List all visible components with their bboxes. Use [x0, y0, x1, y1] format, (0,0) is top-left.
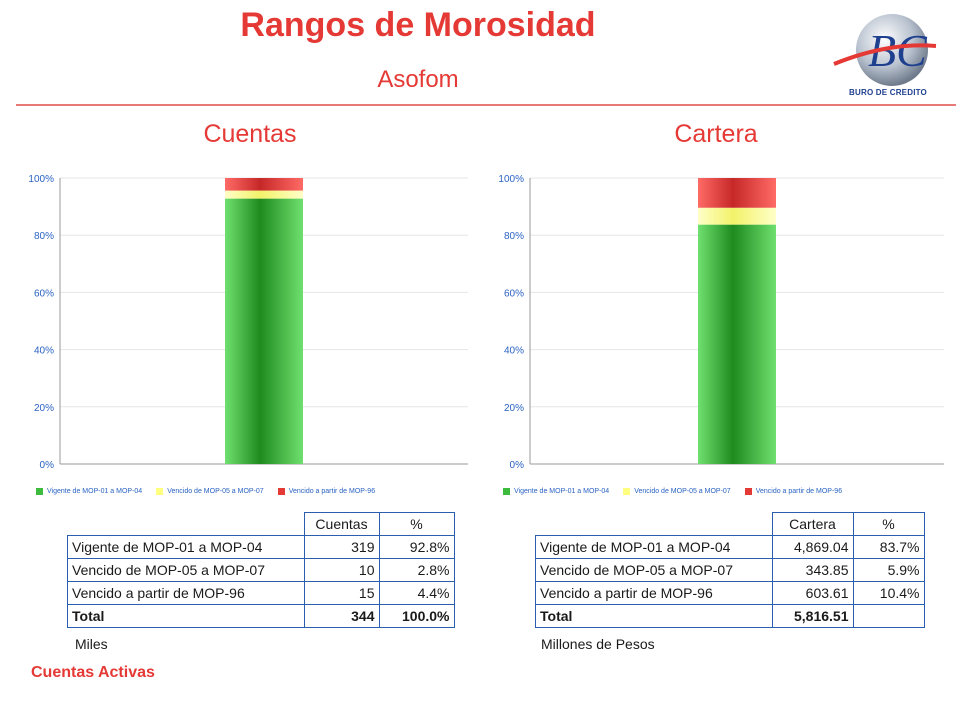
table-header: %: [852, 512, 925, 536]
y-tick-label: 0%: [40, 460, 55, 471]
bar-segment-vencido-05-07: [225, 190, 303, 199]
cartera-chart: 0% 20% 40% 60% 80% 100%: [498, 174, 944, 471]
legend-label-vencido-96: Vencido a partir de MOP-96: [288, 488, 376, 495]
bar-segment-vencido-05-07: [698, 207, 776, 225]
cuentas-legend: Vigente de MOP-01 a MOP-04 Vencido de MO…: [36, 488, 375, 495]
cartera-title: Cartera: [674, 120, 758, 148]
legend-swatch-vencido-96: [277, 488, 285, 495]
legend-swatch-vencido-96: [744, 488, 752, 495]
row-value: 4,869.04: [771, 535, 854, 559]
legend-label-vencido-05-07: Vencido de MOP-05 a MOP-07: [634, 488, 731, 495]
row-pct: 83.7%: [852, 535, 925, 559]
table-header: Cartera: [771, 512, 854, 536]
total-pct: 100.0%: [378, 604, 455, 628]
row-value: 343.85: [771, 558, 854, 582]
header-divider: [16, 104, 956, 106]
cartera-legend: Vigente de MOP-01 a MOP-04 Vencido de MO…: [503, 488, 842, 495]
table-total-row: Total 5,816.51: [535, 604, 925, 628]
y-tick-label: 40%: [504, 346, 524, 357]
y-tick-label: 20%: [504, 403, 524, 414]
legend-label-vencido-96: Vencido a partir de MOP-96: [755, 488, 843, 495]
y-tick-label: 0%: [510, 460, 525, 471]
legend-item-vencido-05-07: Vencido de MOP-05 a MOP-07: [156, 488, 264, 495]
table-row: Vencido de MOP-05 a MOP-07 10 2.8%: [67, 558, 455, 582]
bar-segment-vigente: [698, 224, 776, 464]
total-label: Total: [67, 604, 305, 628]
row-label: Vigente de MOP-01 a MOP-04: [535, 535, 773, 559]
row-pct: 4.4%: [378, 581, 455, 605]
table-row: Vigente de MOP-01 a MOP-04 319 92.8%: [67, 535, 455, 559]
y-tick-label: 80%: [504, 231, 524, 242]
footer-label: Cuentas Activas: [31, 664, 155, 681]
y-tick-label: 60%: [34, 288, 54, 299]
y-tick-label: 100%: [28, 174, 54, 185]
table-header-row: Cartera %: [536, 512, 925, 536]
table-row: Vencido a partir de MOP-96 603.61 10.4%: [535, 581, 925, 605]
total-pct: [852, 604, 925, 628]
row-value: 603.61: [771, 581, 854, 605]
row-label: Vigente de MOP-01 a MOP-04: [67, 535, 305, 559]
y-tick-label: 20%: [34, 403, 54, 414]
bar-segment-vencido-96: [698, 178, 776, 208]
legend-swatch-vencido-05-07: [623, 488, 631, 495]
row-label: Vencido de MOP-05 a MOP-07: [67, 558, 305, 582]
row-value: 319: [303, 535, 380, 559]
table-header: Cuentas: [303, 512, 380, 536]
y-tick-label: 60%: [504, 288, 524, 299]
legend-item-vencido-05-07: Vencido de MOP-05 a MOP-07: [623, 488, 731, 495]
cuentas-table: Cuentas % Vigente de MOP-01 a MOP-04 319…: [67, 512, 455, 628]
legend-label-vigente: Vigente de MOP-01 a MOP-04: [47, 488, 143, 495]
table-row: Vigente de MOP-01 a MOP-04 4,869.04 83.7…: [535, 535, 925, 559]
row-pct: 92.8%: [378, 535, 455, 559]
table-row: Vencido a partir de MOP-96 15 4.4%: [67, 581, 455, 605]
table-row: Vencido de MOP-05 a MOP-07 343.85 5.9%: [535, 558, 925, 582]
row-pct: 10.4%: [852, 581, 925, 605]
legend-item-vigente: Vigente de MOP-01 a MOP-04: [503, 488, 609, 495]
row-value: 15: [303, 581, 380, 605]
page-title: Rangos de Morosidad: [240, 6, 596, 44]
y-tick-label: 100%: [498, 174, 524, 185]
row-value: 10: [303, 558, 380, 582]
logo-caption: BURO DE CREDITO: [849, 88, 927, 97]
cartera-unit-note: Millones de Pesos: [541, 636, 655, 652]
bar-segment-vigente: [225, 198, 303, 465]
y-tick-label: 40%: [34, 346, 54, 357]
total-label: Total: [535, 604, 773, 628]
legend-swatch-vigente: [36, 488, 43, 495]
row-pct: 5.9%: [852, 558, 925, 582]
cuentas-unit-note: Miles: [75, 636, 108, 652]
legend-item-vencido-96: Vencido a partir de MOP-96: [277, 488, 376, 495]
table-header-row: Cuentas %: [68, 512, 455, 536]
row-label: Vencido a partir de MOP-96: [535, 581, 773, 605]
row-label: Vencido de MOP-05 a MOP-07: [535, 558, 773, 582]
legend-label-vigente: Vigente de MOP-01 a MOP-04: [514, 488, 610, 495]
total-value: 344: [303, 604, 380, 628]
y-tick-label: 80%: [34, 231, 54, 242]
cuentas-chart: 0% 20% 40% 60% 80% 100%: [28, 174, 468, 471]
cartera-table: Cartera % Vigente de MOP-01 a MOP-04 4,8…: [535, 512, 925, 628]
total-value: 5,816.51: [771, 604, 854, 628]
legend-swatch-vencido-05-07: [156, 488, 164, 495]
row-pct: 2.8%: [378, 558, 455, 582]
legend-swatch-vigente: [503, 488, 510, 495]
buro-logo-icon: BC: [833, 14, 937, 86]
bar-segment-vencido-96: [225, 178, 303, 191]
row-label: Vencido a partir de MOP-96: [67, 581, 305, 605]
legend-label-vencido-05-07: Vencido de MOP-05 a MOP-07: [167, 488, 264, 495]
page-subtitle: Asofom: [377, 66, 459, 93]
table-total-row: Total 344 100.0%: [67, 604, 455, 628]
cuentas-title: Cuentas: [203, 120, 297, 148]
table-header: %: [378, 512, 455, 536]
legend-item-vigente: Vigente de MOP-01 a MOP-04: [36, 488, 142, 495]
legend-item-vencido-96: Vencido a partir de MOP-96: [744, 488, 843, 495]
